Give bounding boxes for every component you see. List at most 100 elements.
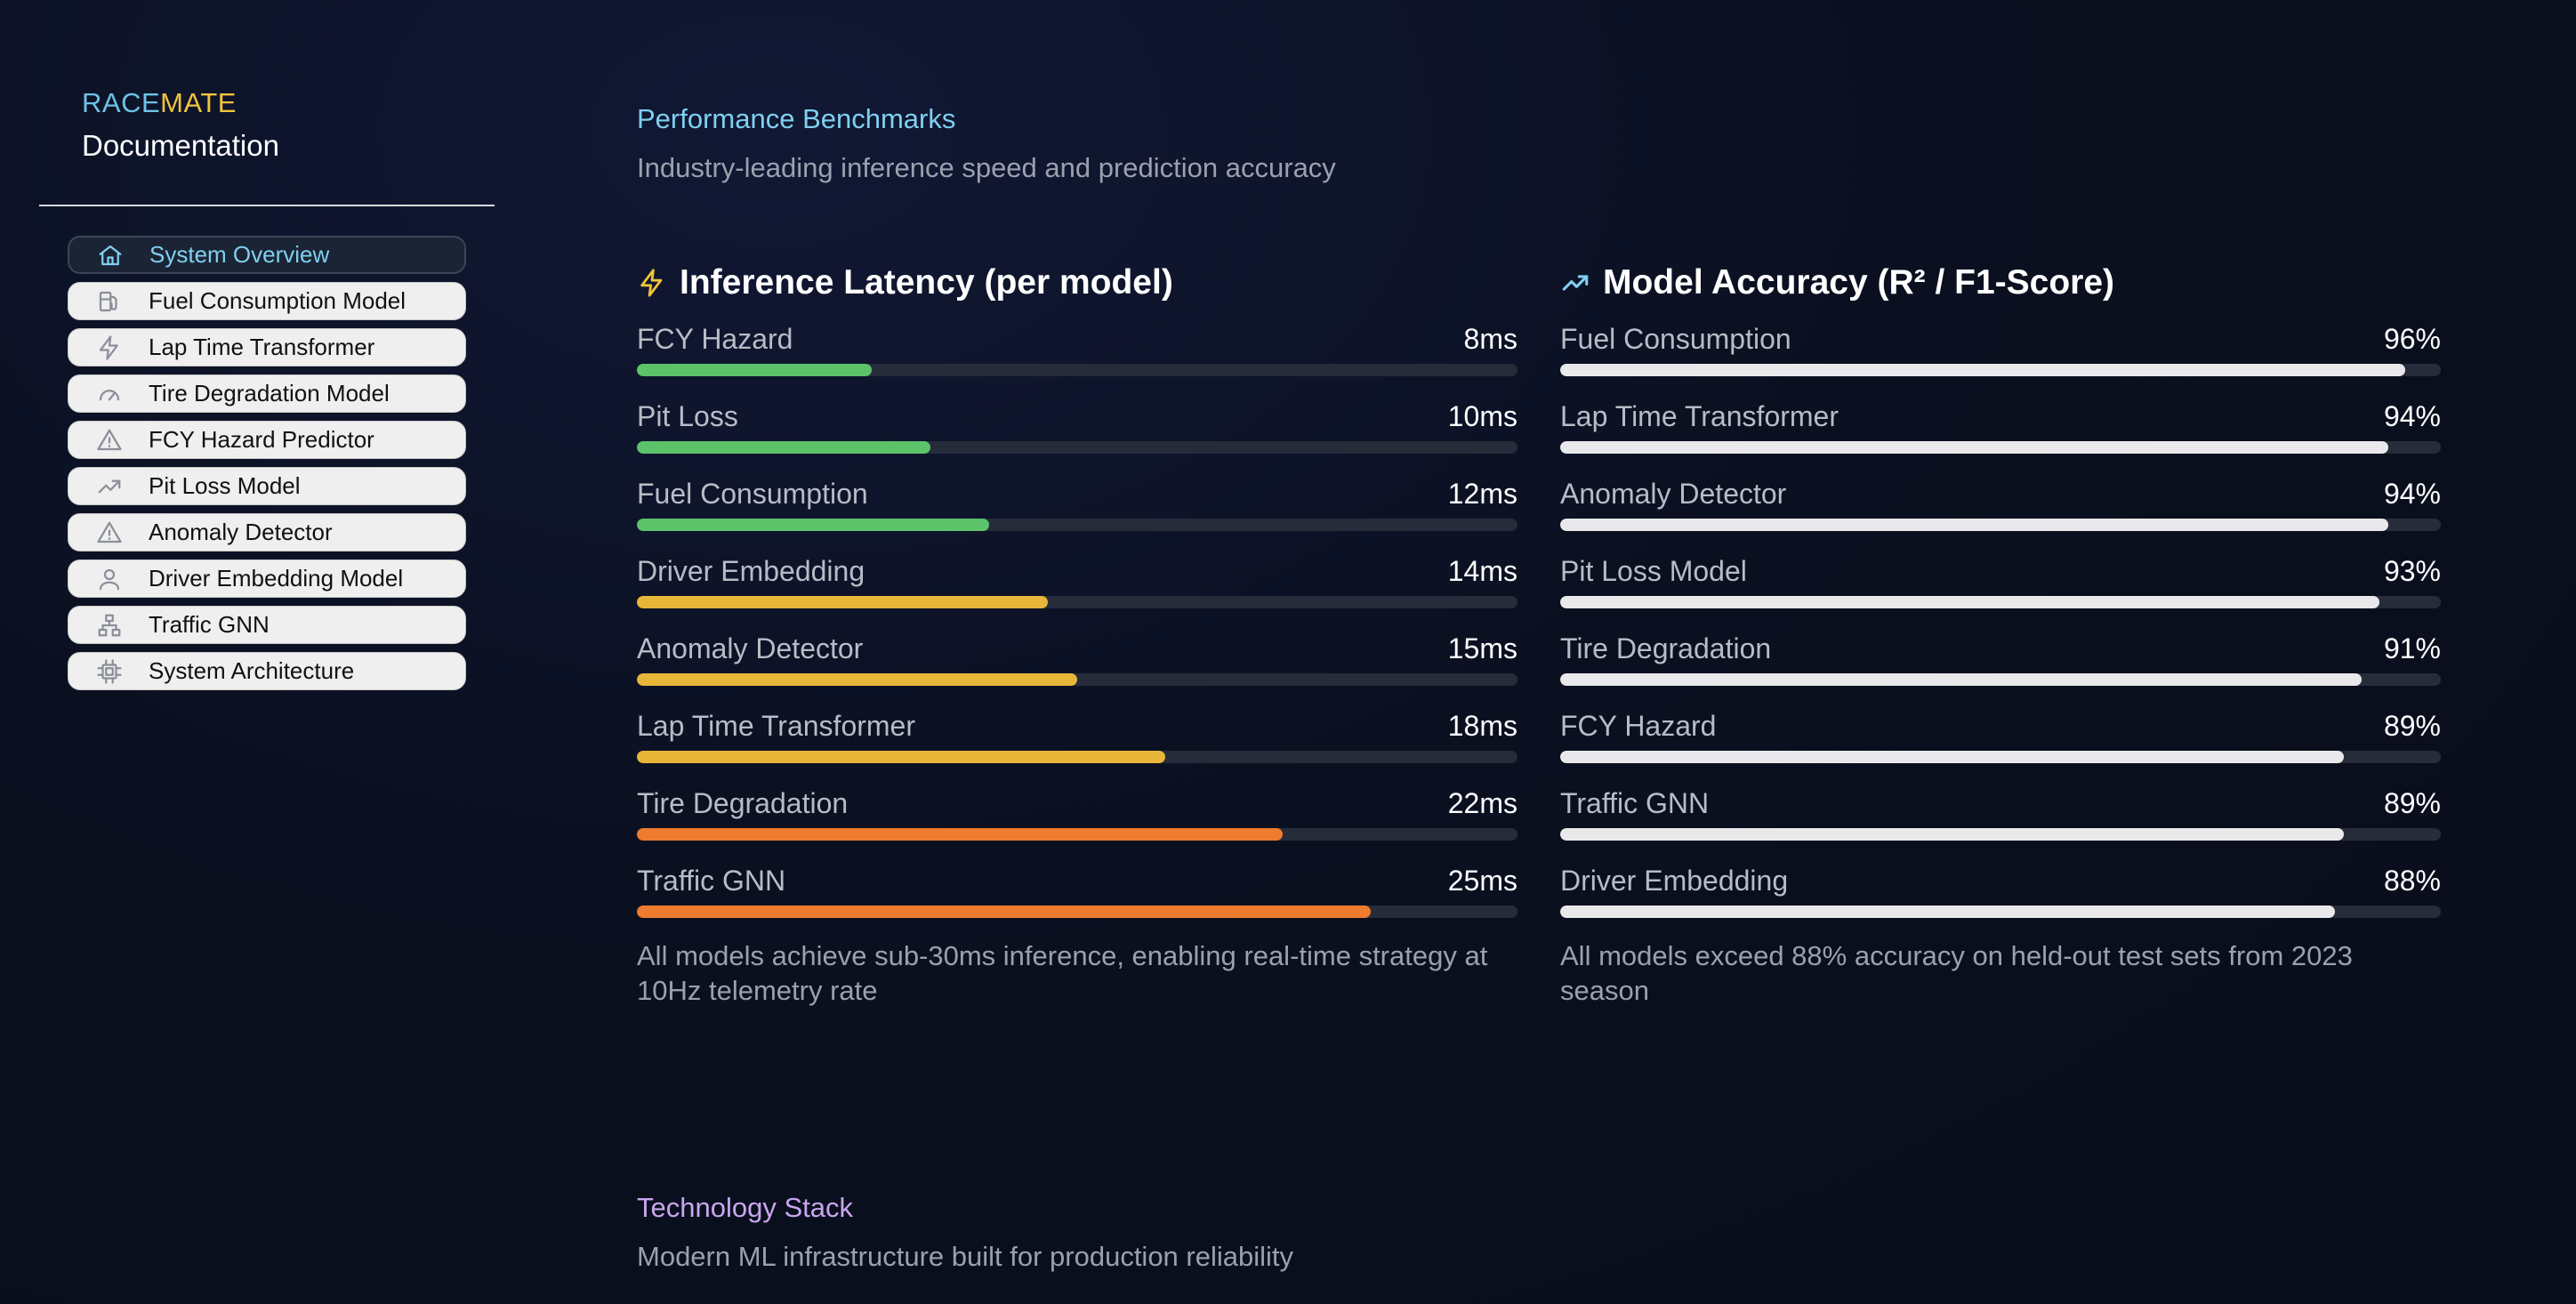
sidebar-subtitle: Documentation xyxy=(82,129,279,162)
accuracy-value: 91% xyxy=(2383,632,2441,664)
accuracy-row: Traffic GNN 89% xyxy=(1560,787,2441,865)
latency-bar-fill xyxy=(637,519,989,531)
user-icon xyxy=(95,565,124,593)
home-icon xyxy=(96,241,125,270)
accuracy-list: Fuel Consumption 96% Lap Time Transformer 9… xyxy=(1560,323,2441,942)
latency-bar-fill xyxy=(637,364,872,376)
accuracy-panel: Model Accuracy (R² / F1-Score) Fuel Cons… xyxy=(1560,262,2441,1008)
latency-bar-track xyxy=(637,751,1517,763)
latency-label: Anomaly Detector xyxy=(637,632,864,664)
latency-label: Traffic GNN xyxy=(637,865,786,897)
accuracy-bar-track xyxy=(1560,906,2441,918)
latency-value: 10ms xyxy=(1447,400,1517,432)
accuracy-value: 96% xyxy=(2383,323,2441,355)
sidebar-item-driver-embedding-model[interactable]: Driver Embedding Model xyxy=(68,559,466,598)
latency-label: FCY Hazard xyxy=(637,323,793,355)
accuracy-bar-track xyxy=(1560,828,2441,841)
benchmarks-subtitle: Industry-leading inference speed and pre… xyxy=(637,152,1336,183)
latency-bar-fill xyxy=(637,906,1371,918)
accuracy-note: All models exceed 88% accuracy on held-o… xyxy=(1560,940,2353,1006)
latency-bar-track xyxy=(637,906,1517,918)
sidebar-item-system-overview[interactable]: System Overview xyxy=(68,236,466,274)
accuracy-label: Traffic GNN xyxy=(1560,787,1710,819)
tech-stack-subtitle: Modern ML infrastructure built for produ… xyxy=(637,1241,1294,1272)
latency-row: Anomaly Detector 15ms xyxy=(637,632,1517,710)
network-icon xyxy=(95,611,124,640)
sidebar-item-system-architecture[interactable]: System Architecture xyxy=(68,652,466,690)
sidebar-item-fuel-consumption-model[interactable]: Fuel Consumption Model xyxy=(68,282,466,320)
latency-bar-fill xyxy=(637,751,1165,763)
accuracy-panel-title: Model Accuracy (R² / F1-Score) xyxy=(1603,263,2115,302)
accuracy-row: Pit Loss Model 93% xyxy=(1560,555,2441,632)
accuracy-label: Lap Time Transformer xyxy=(1560,400,1839,432)
accuracy-label: Tire Degradation xyxy=(1560,632,1772,664)
latency-label: Driver Embedding xyxy=(637,555,865,587)
sidebar-nav: System Overview Fuel Consumption Model Lap… xyxy=(68,236,466,698)
accuracy-row: Anomaly Detector 94% xyxy=(1560,478,2441,555)
latency-row: Traffic GNN 25ms xyxy=(637,865,1517,942)
sidebar-item-label: System Architecture xyxy=(149,657,355,684)
sidebar-item-label: Fuel Consumption Model xyxy=(149,287,407,314)
latency-panel-header: Inference Latency (per model) xyxy=(637,262,1517,303)
accuracy-bar-fill xyxy=(1560,364,2406,376)
latency-bar-track xyxy=(637,441,1517,454)
latency-row: FCY Hazard 8ms xyxy=(637,323,1517,400)
latency-row: Fuel Consumption 12ms xyxy=(637,478,1517,555)
accuracy-row: Lap Time Transformer 94% xyxy=(1560,400,2441,478)
latency-bar-fill xyxy=(637,828,1283,841)
latency-bar-track xyxy=(637,519,1517,531)
trending-up-icon xyxy=(95,472,124,501)
latency-value: 18ms xyxy=(1447,710,1517,742)
latency-bar-fill xyxy=(637,673,1077,686)
gauge-icon xyxy=(95,380,124,408)
warning-icon xyxy=(95,519,124,547)
chip-icon xyxy=(95,657,124,686)
accuracy-value: 94% xyxy=(2383,400,2441,432)
trending-up-icon xyxy=(1560,268,1590,298)
latency-row: Tire Degradation 22ms xyxy=(637,787,1517,865)
lightning-icon xyxy=(637,268,667,298)
accuracy-row: FCY Hazard 89% xyxy=(1560,710,2441,787)
latency-label: Lap Time Transformer xyxy=(637,710,915,742)
brand-part-race: RACE xyxy=(82,87,161,118)
sidebar-item-fcy-hazard-predictor[interactable]: FCY Hazard Predictor xyxy=(68,421,466,459)
sidebar-item-label: Driver Embedding Model xyxy=(149,565,404,592)
accuracy-value: 89% xyxy=(2383,787,2441,819)
sidebar-item-tire-degradation-model[interactable]: Tire Degradation Model xyxy=(68,374,466,413)
latency-value: 25ms xyxy=(1447,865,1517,897)
brand-part-mate: MATE xyxy=(160,87,237,118)
accuracy-value: 94% xyxy=(2383,478,2441,510)
latency-bar-fill xyxy=(637,441,930,454)
sidebar-item-traffic-gnn[interactable]: Traffic GNN xyxy=(68,606,466,644)
latency-bar-track xyxy=(637,364,1517,376)
brand-logo[interactable]: RACEMATE xyxy=(82,87,237,119)
latency-row: Lap Time Transformer 18ms xyxy=(637,710,1517,787)
latency-label: Pit Loss xyxy=(637,400,738,432)
accuracy-label: Fuel Consumption xyxy=(1560,323,1791,355)
sidebar-item-label: Tire Degradation Model xyxy=(149,380,390,406)
latency-label: Tire Degradation xyxy=(637,787,849,819)
accuracy-bar-fill xyxy=(1560,751,2345,763)
accuracy-row: Driver Embedding 88% xyxy=(1560,865,2441,942)
sidebar-item-anomaly-detector[interactable]: Anomaly Detector xyxy=(68,513,466,551)
accuracy-bar-track xyxy=(1560,519,2441,531)
latency-value: 14ms xyxy=(1447,555,1517,587)
latency-panel-title: Inference Latency (per model) xyxy=(680,263,1173,302)
latency-bar-track xyxy=(637,596,1517,608)
latency-bar-track xyxy=(637,828,1517,841)
sidebar-item-pit-loss-model[interactable]: Pit Loss Model xyxy=(68,467,466,505)
sidebar-item-label: Traffic GNN xyxy=(149,611,270,638)
sidebar-item-lap-time-transformer[interactable]: Lap Time Transformer xyxy=(68,328,466,366)
latency-label: Fuel Consumption xyxy=(637,478,868,510)
accuracy-bar-fill xyxy=(1560,906,2336,918)
accuracy-value: 93% xyxy=(2383,555,2441,587)
accuracy-label: Anomaly Detector xyxy=(1560,478,1787,510)
latency-panel: Inference Latency (per model) FCY Hazard… xyxy=(637,262,1517,1008)
sidebar: RACEMATE Documentation System Overview Fu… xyxy=(0,0,534,1304)
sidebar-item-label: Pit Loss Model xyxy=(149,472,301,499)
accuracy-row: Tire Degradation 91% xyxy=(1560,632,2441,710)
sidebar-divider xyxy=(39,205,495,206)
accuracy-bar-track xyxy=(1560,441,2441,454)
accuracy-label: Pit Loss Model xyxy=(1560,555,1747,587)
accuracy-bar-fill xyxy=(1560,596,2379,608)
